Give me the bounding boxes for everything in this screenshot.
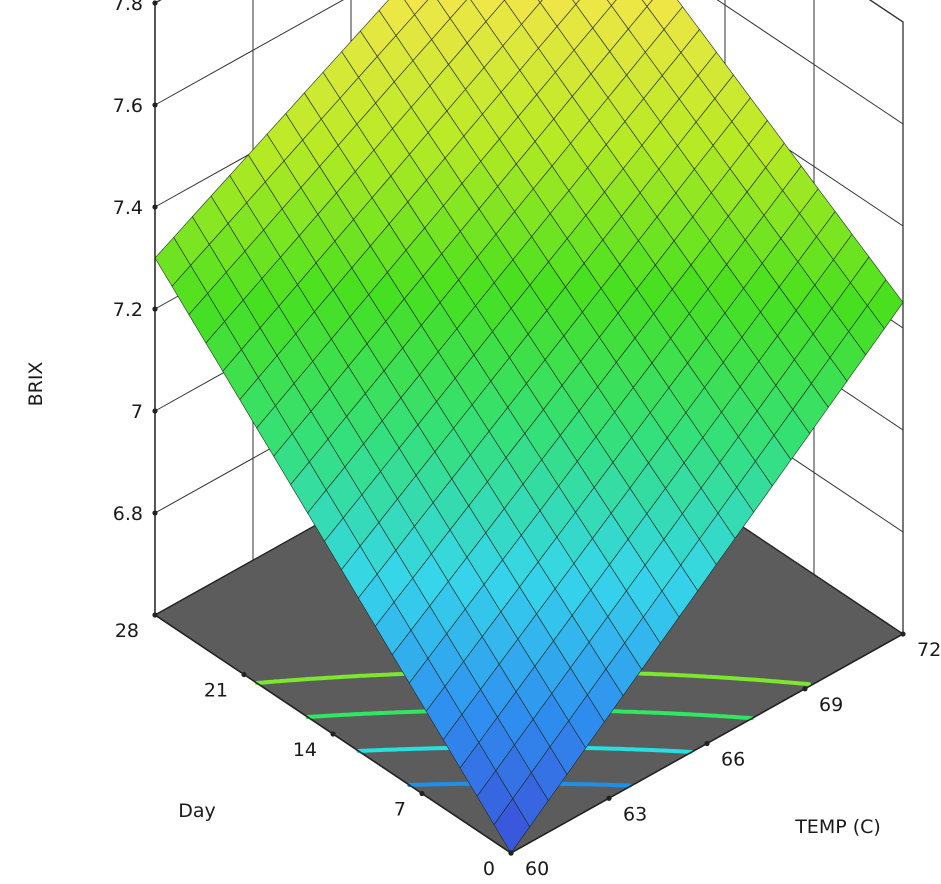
day-tick-label: 14: [293, 739, 317, 761]
brix-tick-label: 6.8: [113, 503, 143, 525]
day-tick-label: 21: [204, 680, 228, 702]
x-axis-title: TEMP (C): [794, 816, 881, 838]
brix-tick: [152, 510, 157, 515]
brix-tick: [152, 102, 157, 107]
temp-tick-label: 69: [819, 694, 843, 716]
temp-tick-label: 60: [525, 858, 549, 879]
brix-tick: [152, 204, 157, 209]
brix-tick: [152, 0, 157, 5]
brix-tick: [152, 306, 157, 311]
temp-tick: [508, 850, 513, 855]
brix-tick-label: 7.2: [113, 299, 143, 321]
day-tick-label: 0: [483, 858, 495, 879]
brix-tick-label: 7.6: [113, 95, 143, 117]
temp-tick: [802, 686, 807, 691]
brix-tick-label: 7: [131, 401, 143, 423]
temp-tick-label: 63: [623, 803, 647, 825]
temp-tick: [606, 796, 611, 801]
z-axis-title: BRIX: [25, 362, 47, 407]
day-tick: [241, 672, 246, 677]
brix-tick-label: 7.8: [113, 0, 143, 15]
day-tick: [330, 731, 335, 736]
temp-tick: [900, 631, 905, 636]
y-axis-title: Day: [178, 800, 216, 822]
day-tick: [152, 612, 157, 617]
temp-tick: [704, 741, 709, 746]
day-tick: [419, 791, 424, 796]
brix-tick: [152, 408, 157, 413]
brix-tick-label: 7.4: [113, 197, 143, 219]
temp-tick-label: 72: [917, 639, 941, 661]
day-tick-label: 28: [115, 620, 139, 642]
temp-tick-label: 66: [721, 749, 745, 771]
day-tick-label: 7: [394, 799, 406, 821]
